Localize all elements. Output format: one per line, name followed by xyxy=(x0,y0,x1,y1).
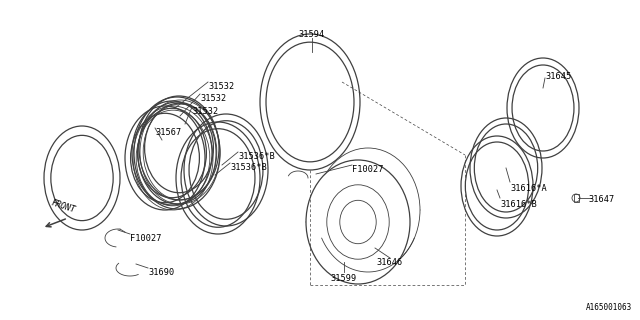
Text: 31646: 31646 xyxy=(377,258,403,267)
Ellipse shape xyxy=(316,148,420,272)
Text: 31616*A: 31616*A xyxy=(510,184,547,193)
Text: 31536*B: 31536*B xyxy=(230,163,267,172)
Text: F10027: F10027 xyxy=(352,165,383,174)
Bar xyxy=(574,194,579,202)
Text: 31567: 31567 xyxy=(155,128,181,137)
Text: FRONT: FRONT xyxy=(50,199,77,215)
Ellipse shape xyxy=(306,160,410,284)
Text: 31690: 31690 xyxy=(148,268,174,277)
Text: 31532: 31532 xyxy=(192,107,218,116)
Text: 31532: 31532 xyxy=(200,94,227,103)
Text: 31647: 31647 xyxy=(588,195,614,204)
Text: A165001063: A165001063 xyxy=(586,303,632,312)
Text: 31532: 31532 xyxy=(208,82,234,91)
Text: F10027: F10027 xyxy=(130,234,161,243)
Text: 31645: 31645 xyxy=(545,72,572,81)
Text: 31599: 31599 xyxy=(331,274,357,283)
Text: 31594: 31594 xyxy=(299,30,325,39)
Text: 31616*B: 31616*B xyxy=(500,200,537,209)
Text: 31536*B: 31536*B xyxy=(238,152,275,161)
